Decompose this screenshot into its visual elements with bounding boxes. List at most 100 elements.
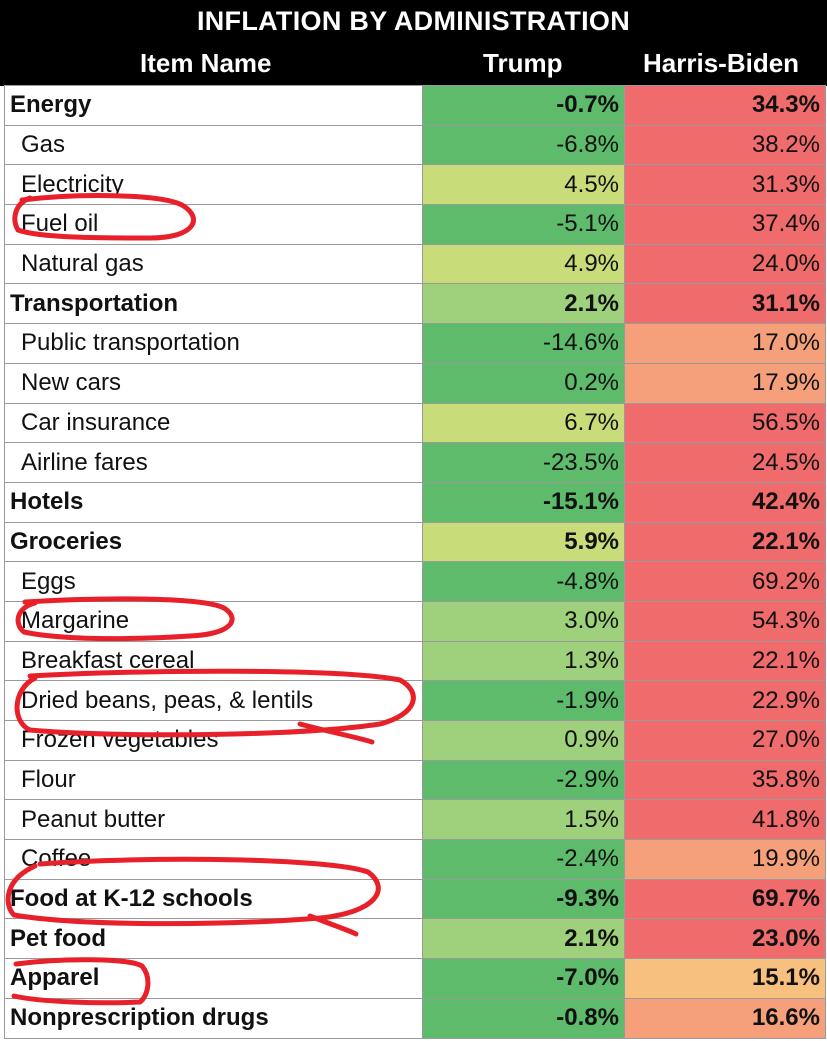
item-name-cell: Electricity	[4, 164, 423, 206]
harris-biden-value-cell: 34.3%	[624, 85, 826, 126]
trump-value-cell: 5.9%	[422, 521, 625, 563]
item-name-cell: Gas	[4, 124, 423, 166]
harris-biden-value-cell: 35.8%	[624, 759, 826, 801]
column-header-item-name: Item Name	[140, 48, 272, 78]
item-name-cell: Fuel oil	[4, 204, 423, 245]
trump-value-cell: 4.5%	[422, 164, 625, 206]
table-row-apparel: Apparel -7.0% 15.1%	[4, 958, 826, 999]
trump-value-cell: 3.0%	[422, 600, 625, 642]
item-name-cell: Peanut butter	[4, 799, 423, 841]
table-row-food-at-k-12-schools: Food at K-12 schools -9.3% 69.7%	[4, 878, 826, 920]
trump-value-cell: -23.5%	[422, 442, 625, 483]
item-name-cell: Car insurance	[4, 402, 423, 444]
harris-biden-value-cell: 54.3%	[624, 600, 826, 642]
trump-value-cell: 0.9%	[422, 720, 625, 761]
item-name-cell: Margarine	[4, 600, 423, 642]
inflation-table: Energy -0.7% 34.3% Gas -6.8% 38.2% Electricity…	[4, 85, 826, 1039]
trump-value-cell: -2.9%	[422, 759, 625, 801]
table-row-new-cars: New cars 0.2% 17.9%	[4, 362, 826, 404]
item-name-cell: Nonprescription drugs	[4, 997, 423, 1039]
table-row-coffee: Coffee -2.4% 19.9%	[4, 839, 826, 880]
harris-biden-value-cell: 22.1%	[624, 521, 826, 563]
trump-value-cell: -0.8%	[422, 997, 625, 1039]
harris-biden-value-cell: 69.2%	[624, 561, 826, 602]
column-header-harris-biden: Harris-Biden	[643, 48, 800, 78]
table-row-electricity: Electricity 4.5% 31.3%	[4, 164, 826, 206]
table-row-nonprescription-drugs: Nonprescription drugs -0.8% 16.6%	[4, 997, 826, 1039]
harris-biden-value-cell: 22.9%	[624, 680, 826, 721]
item-name-cell: Pet food	[4, 918, 423, 960]
trump-value-cell: -7.0%	[422, 958, 625, 999]
trump-value-cell: 0.2%	[422, 362, 625, 404]
trump-value-cell: 2.1%	[422, 918, 625, 960]
item-name-cell: Airline fares	[4, 442, 423, 483]
trump-value-cell: -5.1%	[422, 204, 625, 245]
harris-biden-value-cell: 24.0%	[624, 243, 826, 285]
table-row-fuel-oil: Fuel oil -5.1% 37.4%	[4, 204, 826, 245]
harris-biden-value-cell: 31.3%	[624, 164, 826, 206]
table-row-groceries: Groceries 5.9% 22.1%	[4, 521, 826, 563]
trump-value-cell: -2.4%	[422, 839, 625, 880]
harris-biden-value-cell: 17.9%	[624, 362, 826, 404]
table-row-energy: Energy -0.7% 34.3%	[4, 85, 826, 126]
table-row-natural-gas: Natural gas 4.9% 24.0%	[4, 243, 826, 285]
item-name-cell: Frozen vegetables	[4, 720, 423, 761]
table-row-car-insurance: Car insurance 6.7% 56.5%	[4, 402, 826, 444]
harris-biden-value-cell: 15.1%	[624, 958, 826, 999]
item-name-cell: Energy	[4, 85, 423, 126]
item-name-cell: Breakfast cereal	[4, 640, 423, 682]
item-name-cell: Public transportation	[4, 323, 423, 364]
item-name-cell: New cars	[4, 362, 423, 404]
harris-biden-value-cell: 37.4%	[624, 204, 826, 245]
harris-biden-value-cell: 22.1%	[624, 640, 826, 682]
table-header: INFLATION BY ADMINISTRATION Item Name Tr…	[0, 0, 827, 86]
trump-value-cell: -4.8%	[422, 561, 625, 602]
harris-biden-value-cell: 24.5%	[624, 442, 826, 483]
trump-value-cell: -15.1%	[422, 481, 625, 523]
table-row-transportation: Transportation 2.1% 31.1%	[4, 283, 826, 325]
table-row-flour: Flour -2.9% 35.8%	[4, 759, 826, 801]
harris-biden-value-cell: 23.0%	[624, 918, 826, 960]
table-row-airline-fares: Airline fares -23.5% 24.5%	[4, 442, 826, 483]
trump-value-cell: 6.7%	[422, 402, 625, 444]
trump-value-cell: -14.6%	[422, 323, 625, 364]
item-name-cell: Groceries	[4, 521, 423, 563]
item-name-cell: Food at K-12 schools	[4, 878, 423, 920]
item-name-cell: Flour	[4, 759, 423, 801]
harris-biden-value-cell: 56.5%	[624, 402, 826, 444]
column-header-trump: Trump	[483, 48, 563, 78]
item-name-cell: Natural gas	[4, 243, 423, 285]
table-row-peanut-butter: Peanut butter 1.5% 41.8%	[4, 799, 826, 841]
trump-value-cell: -0.7%	[422, 85, 625, 126]
table-row-frozen-vegetables: Frozen vegetables 0.9% 27.0%	[4, 720, 826, 761]
table-row-hotels: Hotels -15.1% 42.4%	[4, 481, 826, 523]
item-name-cell: Apparel	[4, 958, 423, 999]
harris-biden-value-cell: 19.9%	[624, 839, 826, 880]
harris-biden-value-cell: 69.7%	[624, 878, 826, 920]
table-row-eggs: Eggs -4.8% 69.2%	[4, 561, 826, 602]
table-row-dried-beans-peas-lentils: Dried beans, peas, & lentils -1.9% 22.9%	[4, 680, 826, 721]
harris-biden-value-cell: 27.0%	[624, 720, 826, 761]
harris-biden-value-cell: 41.8%	[624, 799, 826, 841]
table-row-pet-food: Pet food 2.1% 23.0%	[4, 918, 826, 960]
table-row-public-transportation: Public transportation -14.6% 17.0%	[4, 323, 826, 364]
table-row-margarine: Margarine 3.0% 54.3%	[4, 600, 826, 642]
item-name-cell: Transportation	[4, 283, 423, 325]
trump-value-cell: -6.8%	[422, 124, 625, 166]
table-row-breakfast-cereal: Breakfast cereal 1.3% 22.1%	[4, 640, 826, 682]
harris-biden-value-cell: 38.2%	[624, 124, 826, 166]
table-row-gas: Gas -6.8% 38.2%	[4, 124, 826, 166]
item-name-cell: Coffee	[4, 839, 423, 880]
trump-value-cell: 1.3%	[422, 640, 625, 682]
trump-value-cell: 2.1%	[422, 283, 625, 325]
trump-value-cell: -1.9%	[422, 680, 625, 721]
item-name-cell: Eggs	[4, 561, 423, 602]
harris-biden-value-cell: 31.1%	[624, 283, 826, 325]
trump-value-cell: 4.9%	[422, 243, 625, 285]
harris-biden-value-cell: 16.6%	[624, 997, 826, 1039]
item-name-cell: Hotels	[4, 481, 423, 523]
trump-value-cell: -9.3%	[422, 878, 625, 920]
table-title: INFLATION BY ADMINISTRATION	[196, 6, 631, 36]
harris-biden-value-cell: 42.4%	[624, 481, 826, 523]
item-name-cell: Dried beans, peas, & lentils	[4, 680, 423, 721]
